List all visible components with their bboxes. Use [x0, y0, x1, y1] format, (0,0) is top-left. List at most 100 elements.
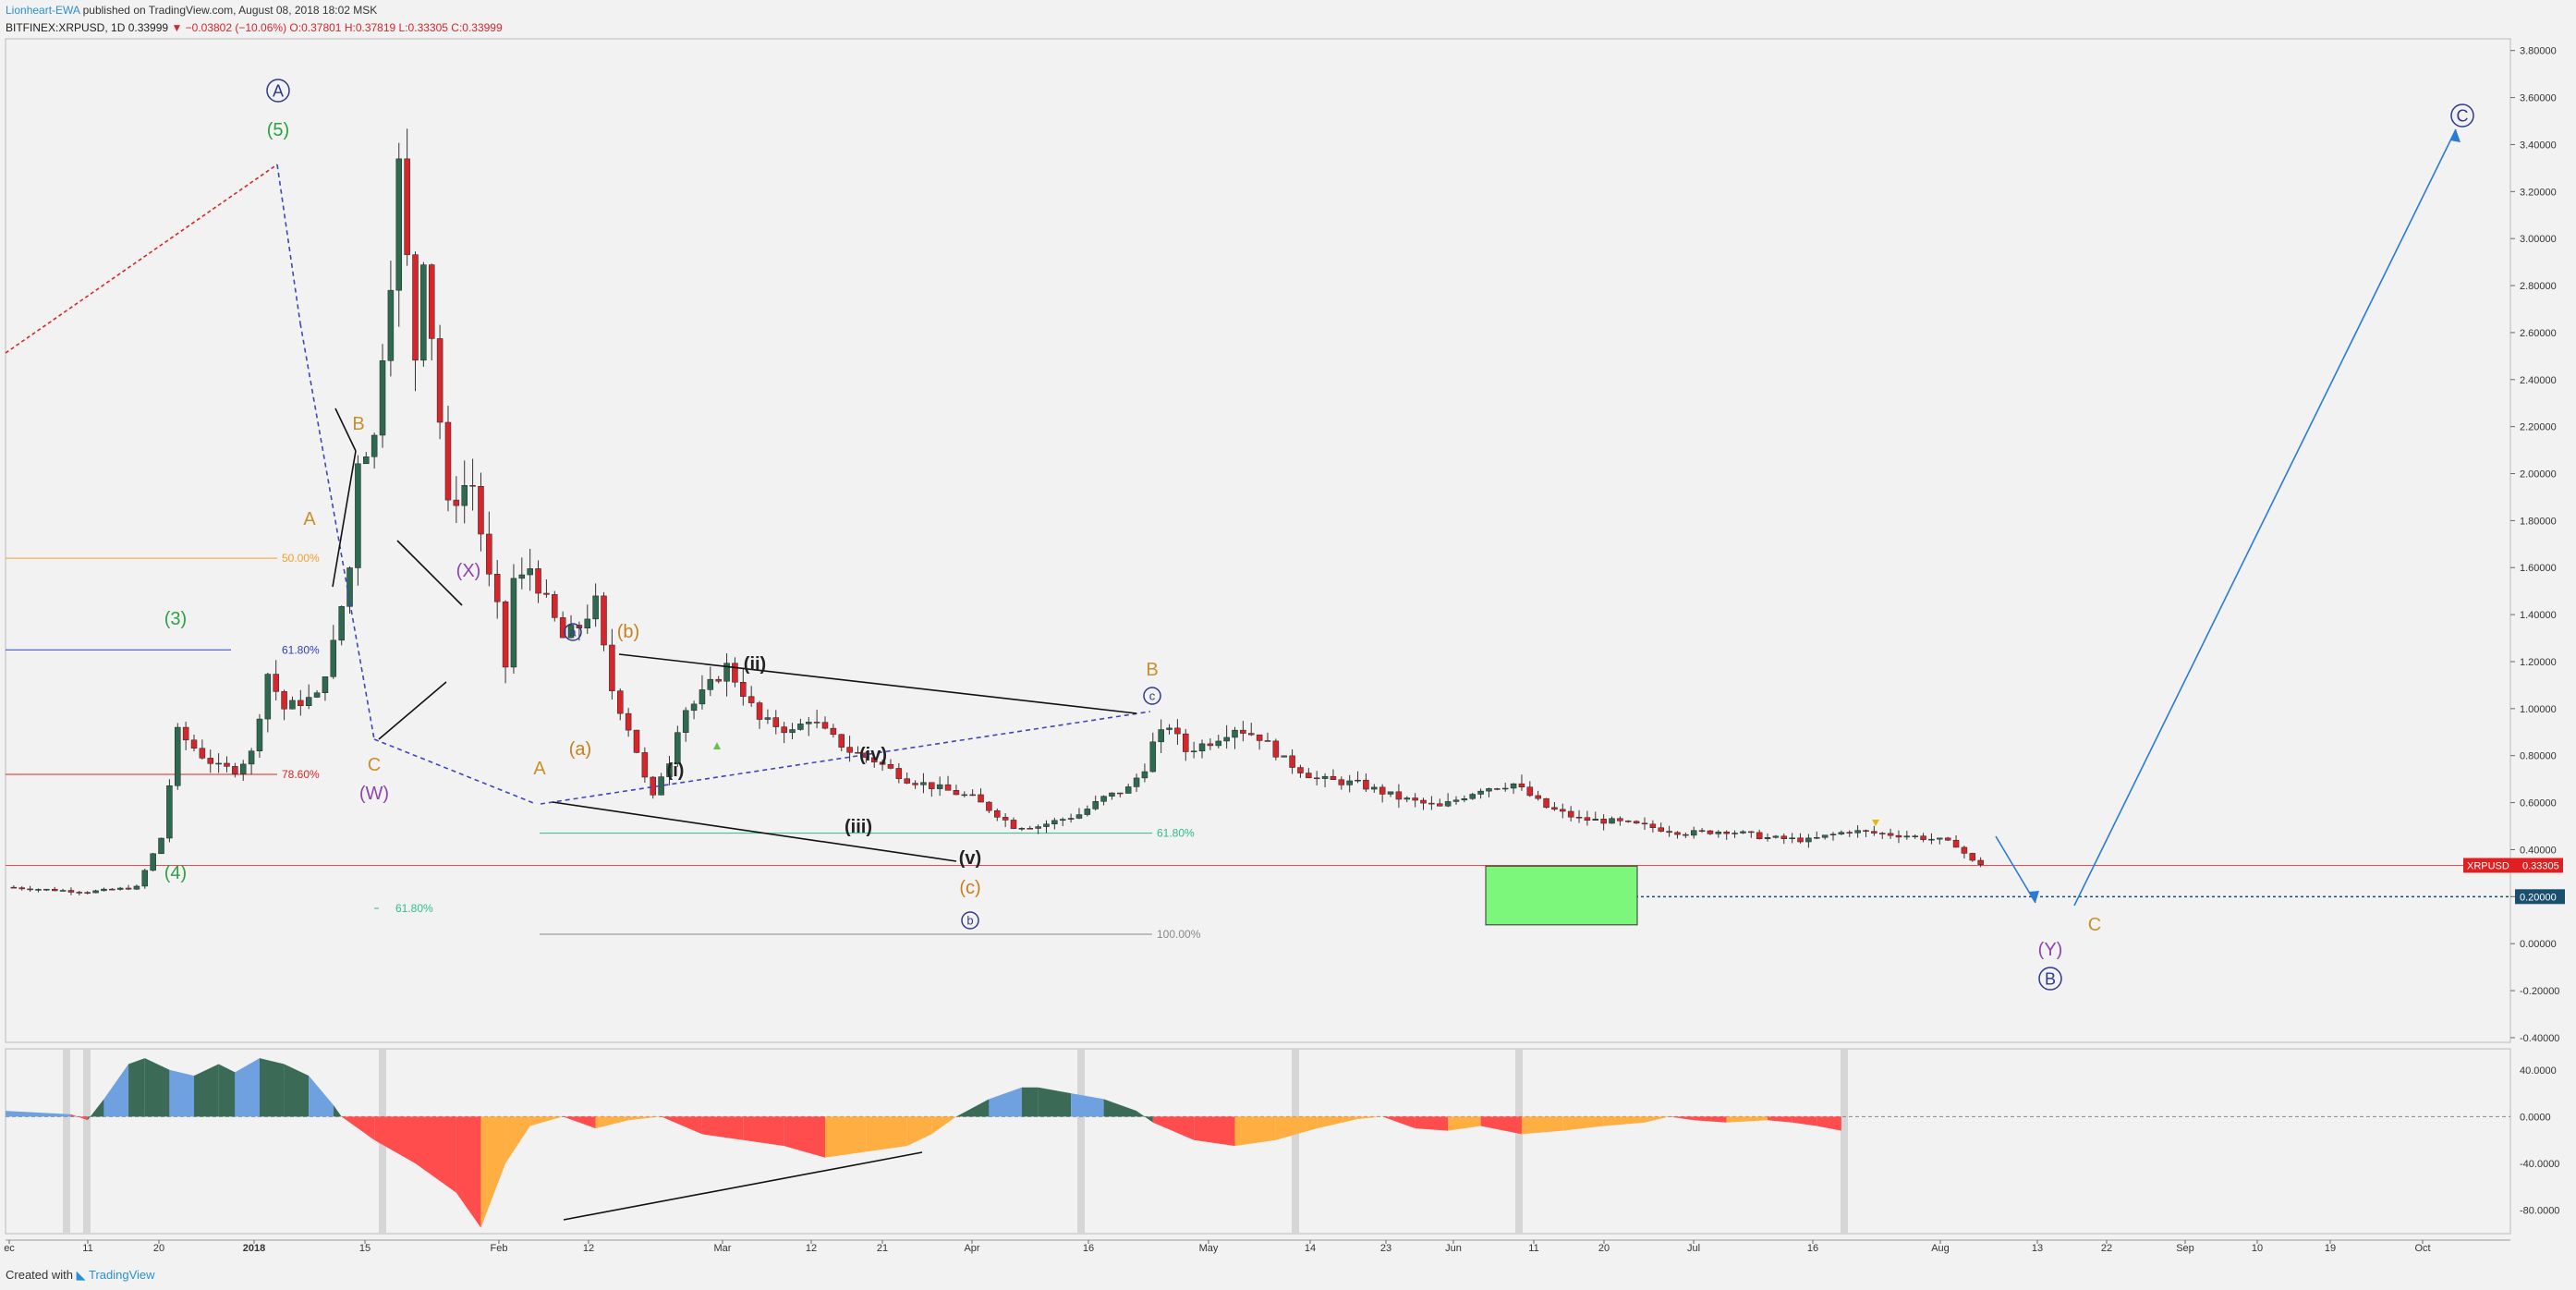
main-pane[interactable]	[5, 38, 2511, 1043]
candle	[567, 615, 575, 639]
wave-label[interactable]: (3)	[164, 609, 187, 629]
projection-arrow-down[interactable]	[1995, 835, 2036, 904]
wave-label[interactable]: C	[2088, 915, 2101, 935]
wave-label[interactable]: (4)	[164, 863, 187, 883]
wave-label[interactable]: B	[352, 414, 364, 434]
candle	[838, 734, 844, 752]
wave-projection-dashed-2[interactable]	[299, 322, 375, 740]
divergence-line[interactable]	[563, 1151, 923, 1221]
wave-label[interactable]: (iii)	[844, 817, 872, 837]
wave-label[interactable]: C	[2457, 106, 2469, 125]
wedge-top-line[interactable]	[618, 653, 1137, 714]
tradingview-logo-icon[interactable]: ◣	[76, 1268, 86, 1282]
price-tick-label: 1.00000	[2520, 704, 2557, 715]
wave-label[interactable]: (c)	[959, 878, 980, 898]
candle	[1420, 797, 1427, 810]
author-link[interactable]: Lionheart-EWA	[6, 4, 80, 17]
wave-label[interactable]: (a)	[569, 739, 591, 760]
fib-label: 100.00%	[1157, 928, 1201, 941]
wave-label[interactable]: B	[1146, 660, 1158, 680]
wave-label[interactable]: (b)	[617, 622, 639, 642]
candle	[1937, 837, 1943, 845]
wave-label[interactable]: B	[2045, 969, 2056, 988]
wave-label[interactable]: (iv)	[859, 745, 887, 765]
wave-projection-dashed-4[interactable]	[540, 711, 1151, 805]
oscillator-area	[743, 1116, 784, 1147]
tradingview-link[interactable]: TradingView	[89, 1268, 155, 1282]
candle	[428, 263, 435, 360]
candle	[969, 789, 976, 797]
candle	[264, 672, 272, 733]
candle	[502, 600, 509, 684]
candle	[1289, 748, 1295, 774]
projection-arrow-up[interactable]	[2073, 128, 2457, 907]
oscillator-area	[1357, 1116, 1383, 1119]
wave-label[interactable]: (W)	[359, 784, 389, 804]
wave-label[interactable]: a	[569, 626, 577, 639]
close-value: C:0.33999	[451, 21, 503, 34]
wave-label[interactable]: (5)	[267, 120, 289, 140]
triangle-line-3[interactable]	[378, 681, 447, 740]
candle	[1780, 833, 1788, 845]
candle	[363, 452, 370, 465]
wave-label[interactable]: (i)	[667, 761, 685, 781]
candle	[215, 753, 222, 773]
wave-label[interactable]: A	[303, 509, 316, 529]
wave-circle-icon	[2038, 967, 2062, 991]
candle	[806, 716, 812, 736]
candle	[305, 684, 312, 710]
oscillator-area	[70, 1114, 88, 1121]
candle	[1912, 834, 1918, 839]
oscillator-area	[333, 1104, 342, 1117]
oscillator-area	[701, 1116, 744, 1140]
trendline-red-dashed[interactable]	[5, 164, 278, 354]
candle	[1575, 809, 1583, 823]
triangle-line-1[interactable]	[332, 450, 357, 588]
candle	[879, 760, 886, 772]
oscillator-tick-label: 40.0000	[2520, 1065, 2557, 1077]
wave-projection-dashed-1[interactable]	[276, 164, 301, 324]
oscillator-area	[1603, 1116, 1645, 1126]
price-tick-label: 2.20000	[2520, 422, 2557, 433]
wave-label[interactable]: (v)	[959, 848, 981, 869]
candle	[436, 324, 444, 440]
target-zone-box[interactable]	[1485, 865, 1638, 926]
wave-label[interactable]: (X)	[456, 561, 481, 581]
wave-label[interactable]: A	[533, 759, 546, 779]
target-price-badge	[2515, 889, 2565, 905]
triangle-line-4[interactable]	[396, 540, 463, 606]
wave-label[interactable]: (ii)	[744, 654, 766, 675]
wave-projection-dashed-3[interactable]	[373, 738, 537, 805]
candle	[666, 755, 673, 785]
wave-label[interactable]: b	[966, 914, 973, 928]
candle	[1772, 834, 1780, 839]
candle	[355, 455, 361, 586]
dividend-marker-icon	[1872, 820, 1879, 826]
wave-label[interactable]: (Y)	[2038, 940, 2063, 960]
triangle-line-2[interactable]	[334, 408, 357, 452]
candle	[469, 458, 476, 511]
candle	[1338, 776, 1345, 790]
wedge-bottom-line[interactable]	[552, 801, 957, 862]
oscillator-area	[628, 1116, 662, 1121]
oscillator-area	[374, 1116, 416, 1164]
candle	[609, 628, 615, 700]
oscillator-area	[1694, 1116, 1727, 1123]
price-tick-label: 0.60000	[2520, 798, 2557, 809]
candle	[1698, 828, 1706, 834]
wave-label[interactable]: c	[1149, 689, 1156, 703]
candle	[543, 579, 550, 598]
time-tick-label: Oct	[2414, 1243, 2430, 1254]
candle	[1723, 830, 1730, 840]
candle	[1641, 817, 1648, 831]
candle	[18, 886, 25, 891]
wave-label[interactable]: C	[368, 755, 381, 775]
candle	[1084, 805, 1091, 817]
wave-label[interactable]: A	[273, 81, 284, 100]
oscillator-area	[1562, 1116, 1604, 1131]
candle	[1560, 803, 1566, 819]
candle	[313, 689, 321, 699]
created-with-label: Created with	[6, 1268, 73, 1282]
candle	[855, 746, 861, 754]
